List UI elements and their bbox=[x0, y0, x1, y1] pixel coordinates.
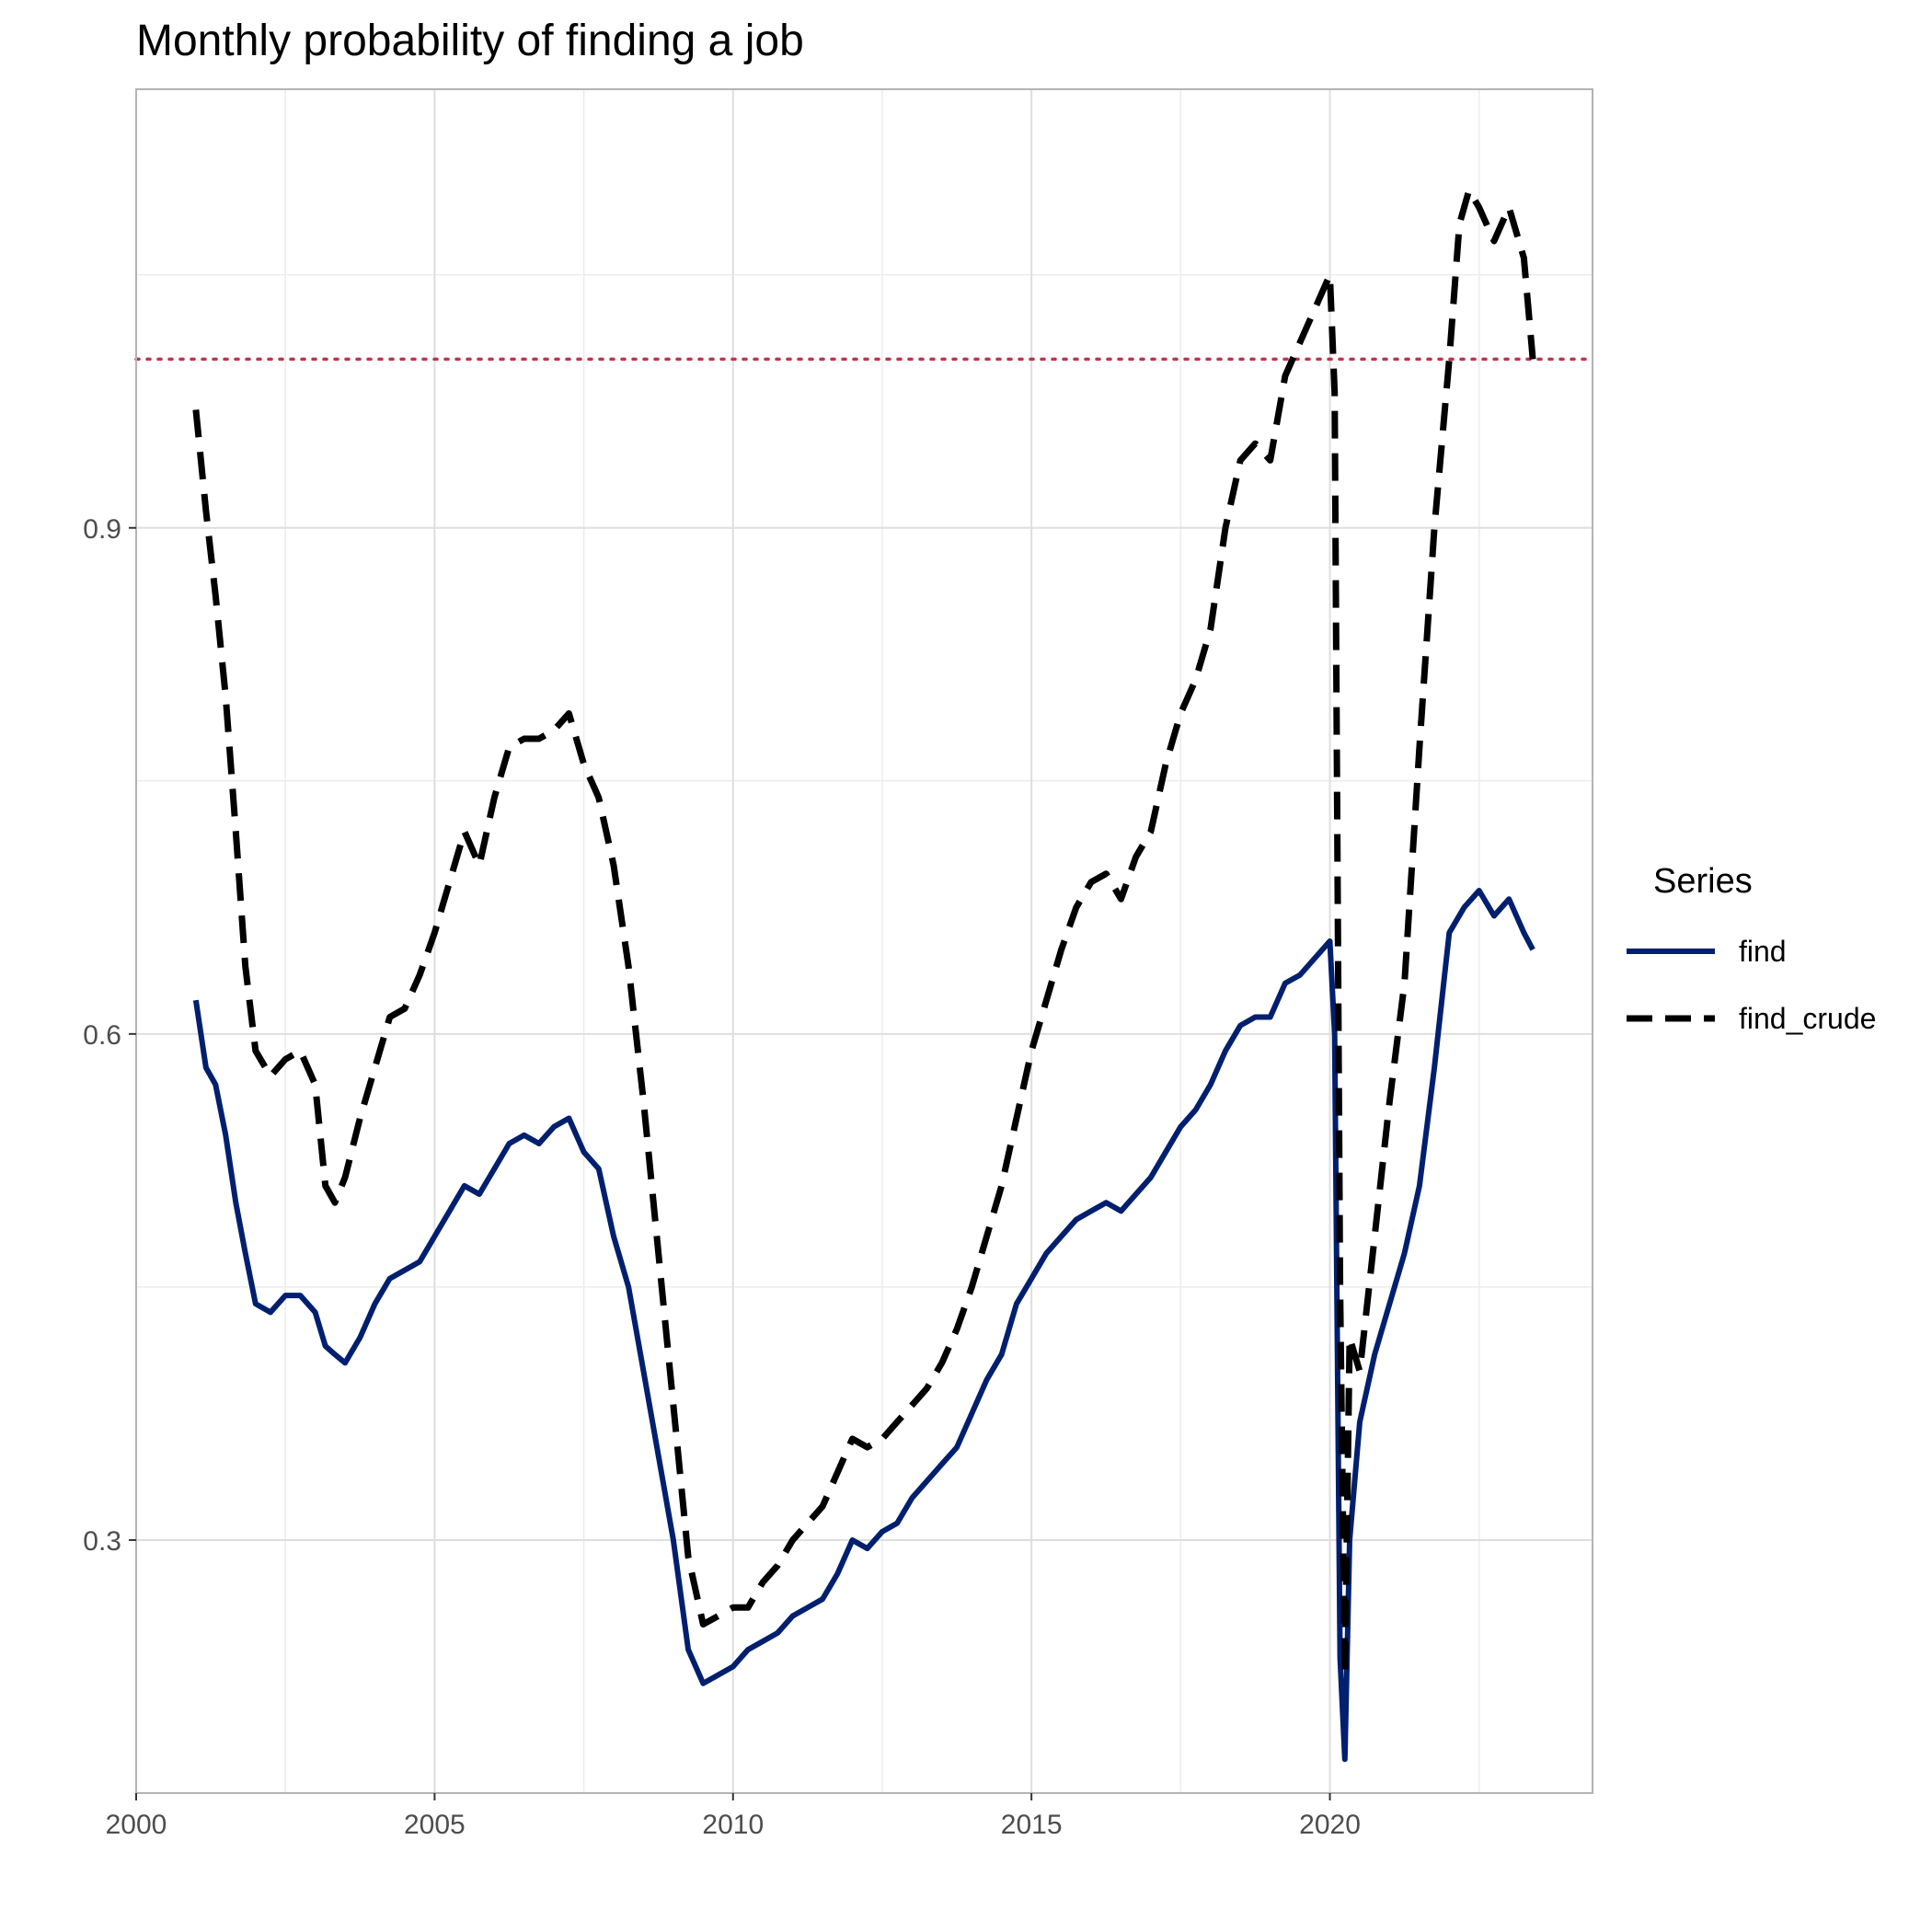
y-tick-label: 0.9 bbox=[83, 514, 121, 545]
legend-label-find-crude: find_crude bbox=[1739, 1002, 1876, 1035]
chart-title: Monthly probability of finding a job bbox=[136, 17, 804, 65]
y-tick-label: 0.6 bbox=[83, 1020, 121, 1051]
x-tick-label: 2005 bbox=[404, 1810, 466, 1840]
series-line-find-crude bbox=[192, 187, 1536, 1679]
x-axis: 2000 2005 2010 2015 2020 bbox=[106, 1793, 1361, 1840]
legend-label-find: find bbox=[1739, 935, 1787, 968]
y-tick-label: 0.3 bbox=[83, 1526, 121, 1557]
x-tick-label: 2000 bbox=[106, 1810, 167, 1840]
series-layer bbox=[192, 187, 1536, 1763]
series-line-find bbox=[192, 888, 1535, 1763]
legend-title: Series bbox=[1653, 862, 1753, 901]
legend: Series find find_crude bbox=[1627, 862, 1876, 1035]
x-tick-label: 2020 bbox=[1299, 1810, 1361, 1840]
x-tick-label: 2010 bbox=[702, 1810, 764, 1840]
x-tick-label: 2015 bbox=[1001, 1810, 1063, 1840]
plot-panel-border bbox=[135, 88, 1593, 1794]
y-axis: 0.3 0.6 0.9 bbox=[83, 514, 136, 1557]
